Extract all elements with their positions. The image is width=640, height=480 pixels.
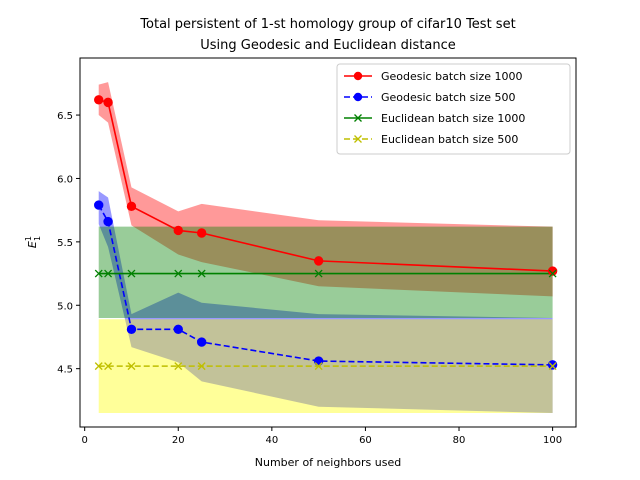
- y-axis-label-main: E: [26, 241, 39, 248]
- x-tick-label-1: 0: [81, 435, 87, 446]
- y-tick-label-4: 6.0: [57, 174, 73, 185]
- point-series-4-3: [127, 362, 136, 371]
- point-series-2-3: [126, 324, 137, 335]
- point-series-2-5: [196, 337, 207, 347]
- x-tick-label-4: 60: [359, 435, 372, 446]
- point-series-3-5: [197, 269, 206, 278]
- legend-label-2: Geodesic batch size 500: [381, 91, 515, 104]
- band-series-3: [98, 226, 553, 318]
- point-series-3-6: [314, 269, 323, 278]
- point-series-1-3: [126, 201, 137, 212]
- point-series-3-4: [174, 269, 183, 278]
- chart-title-line1: Total persistent of 1-st homology group …: [139, 17, 515, 32]
- point-series-1-1: [94, 95, 104, 105]
- point-series-3-1: [94, 269, 103, 278]
- point-series-2-2: [103, 216, 113, 227]
- x-tick-label-3: 40: [265, 435, 278, 446]
- point-series-4-1: [94, 362, 103, 371]
- series-markers: [94, 95, 558, 371]
- legend-box: [336, 63, 571, 155]
- legend-label-3: Euclidean batch size 1000: [381, 112, 525, 125]
- y-tick-label-2: 5.0: [57, 301, 73, 312]
- point-series-3-2: [104, 269, 113, 278]
- band-series-1: [98, 82, 553, 297]
- y-tick-label-3: 5.5: [57, 238, 73, 249]
- point-series-3-7: [548, 269, 557, 278]
- band-series-2: [98, 191, 553, 414]
- y-tick-label-5: 6.5: [57, 111, 73, 122]
- point-series-4-7: [548, 362, 557, 371]
- y-axis-label-sub: 1: [33, 236, 42, 241]
- point-series-1-2: [103, 97, 113, 108]
- point-series-1-5: [196, 228, 207, 238]
- legend-label-1: Geodesic batch size 1000: [381, 70, 522, 83]
- point-series-1-7: [547, 266, 558, 276]
- x-axis-label: Number of neighbors used: [255, 456, 401, 469]
- x-tick-label-5: 80: [453, 435, 466, 446]
- point-series-2-4: [173, 324, 183, 335]
- point-series-4-6: [314, 362, 323, 371]
- chart-title-line2: Using Geodesic and Euclidean distance: [200, 38, 456, 53]
- y-axis-label-sup: 1: [24, 236, 33, 241]
- point-series-3-3: [127, 269, 136, 278]
- x-tick-label-6: 100: [543, 435, 562, 446]
- y-axis-ticks: 4.5 5.0 5.5 6.0 6.5: [57, 111, 80, 376]
- point-series-1-6: [313, 256, 324, 266]
- point-series-1-4: [173, 225, 183, 236]
- x-tick-label-2: 20: [172, 435, 185, 446]
- point-series-4-5: [197, 362, 206, 371]
- legend: Geodesic batch size 1000 Geodesic batch s…: [336, 63, 571, 155]
- legend-item-2: Geodesic batch size 500: [344, 91, 515, 104]
- x-axis-ticks: 0 20 40 60 80 100: [81, 427, 562, 446]
- plot-frame: [79, 57, 577, 428]
- svg-text:E11: E11: [24, 236, 42, 248]
- legend-item-4: Euclidean batch size 500: [344, 133, 518, 146]
- y-tick-label-1: 4.5: [57, 365, 73, 376]
- point-series-2-7: [547, 360, 558, 370]
- legend-item-3: Euclidean batch size 1000: [344, 112, 525, 125]
- point-series-4-4: [174, 362, 183, 371]
- y-axis-label: E11: [24, 236, 42, 248]
- point-series-2-1: [94, 200, 104, 210]
- legend-label-4: Euclidean batch size 500: [381, 133, 518, 146]
- legend-item-1: Geodesic batch size 1000: [344, 70, 522, 83]
- point-series-4-2: [104, 362, 113, 371]
